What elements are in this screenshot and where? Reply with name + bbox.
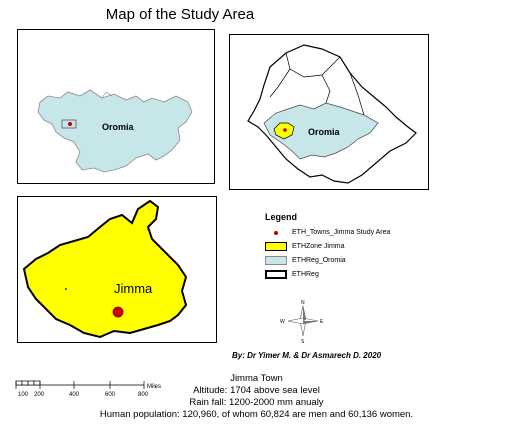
scale-tick-200: 200 (34, 392, 45, 398)
jimma-fill-swatch (265, 242, 287, 251)
scale-tick-400: 400 (69, 392, 80, 398)
compass-s: S (301, 339, 305, 344)
oromia-label-left: Oromia (102, 122, 135, 132)
scale-tick-800: 800 (138, 392, 149, 398)
oromia-fill-swatch (265, 256, 287, 265)
scale-tick-100: 100 (18, 392, 29, 398)
info-altitude: Altitude: 1704 above sea level (193, 385, 320, 396)
jimma-town-marker (112, 306, 124, 318)
scale-unit: Miles (147, 384, 161, 390)
info-rainfall: Rain fall: 1200-2000 mm anualy (189, 397, 324, 408)
jimma-label: Jimma (114, 281, 153, 296)
legend-title: Legend (265, 212, 298, 222)
oromia-label-right: Oromia (308, 127, 341, 137)
jimma-zone-map: Jimma (22, 199, 188, 339)
legend-label-ethreg: ETHReg (292, 271, 319, 278)
legend-label-jimma: ETHZone Jimma (292, 243, 345, 250)
map-title: Map of the Study Area (105, 6, 255, 23)
map-speck (65, 288, 67, 290)
info-town: Jimma Town (230, 373, 283, 384)
ethreg-outline-swatch (265, 270, 287, 279)
compass-w: W (280, 319, 285, 325)
legend-item-jimma: ETHZone Jimma (265, 242, 345, 251)
byline: By: Dr Yimer M. & Dr Asmarech D. 2020 (232, 351, 382, 360)
inset-ethiopia-frame: Oromia (229, 34, 429, 190)
red-dot-swatch (265, 228, 287, 237)
jimma-town-dot (68, 122, 72, 126)
info-population: Human population: 120,960, of whom 60,82… (99, 409, 414, 420)
legend-item-towns: ETH_Towns_Jimma Study Area (265, 228, 390, 237)
legend-item-ethreg: ETHReg (265, 270, 319, 279)
jimma-zone-outline (61, 119, 77, 129)
scale-tick-600: 600 (105, 392, 116, 398)
north-arrow: N S E W (278, 298, 328, 344)
scale-bar: 100 200 400 600 800 Miles (14, 375, 174, 401)
scale-bar-graphic: 100 200 400 600 800 Miles (15, 380, 161, 398)
inset-oromia-map: Oromia (37, 89, 193, 173)
oromia-region-right (263, 102, 379, 160)
inset-ethiopia-map: Oromia (247, 44, 417, 184)
main-map-frame: Jimma (17, 196, 217, 343)
oromia-region-shape (37, 89, 193, 173)
legend-item-oromia: ETHReg_Oromia (265, 256, 346, 265)
compass-rose-icon: N S E W (280, 300, 324, 344)
compass-e: E (320, 319, 324, 325)
region-boundaries (269, 52, 365, 116)
legend-label-towns: ETH_Towns_Jimma Study Area (292, 229, 391, 236)
jimma-town-dot-small (283, 128, 287, 132)
inset-oromia-frame: Oromia (17, 29, 215, 184)
legend-label-oromia: ETHReg_Oromia (292, 257, 346, 264)
oromia-outline-detail (101, 91, 113, 99)
compass-n: N (301, 300, 305, 306)
jimma-zone-shape (22, 199, 188, 339)
